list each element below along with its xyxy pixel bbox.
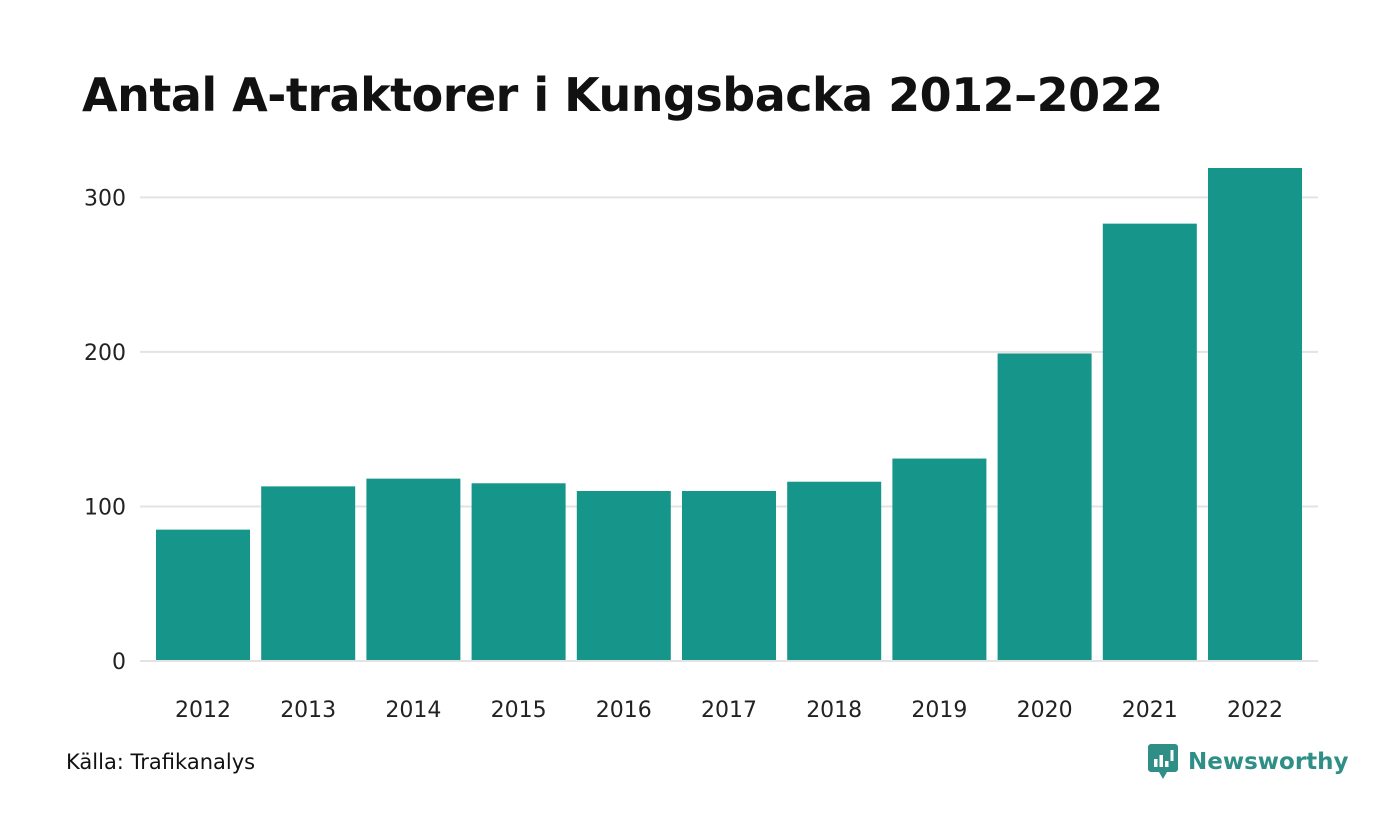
source-note: Källa: Trafikanalys — [66, 750, 256, 774]
bar-2015 — [471, 483, 566, 661]
y-tick-label: 200 — [84, 341, 126, 366]
x-tick-label: 2020 — [1017, 698, 1073, 723]
newsworthy-logo-icon — [1148, 744, 1178, 779]
bar-2012 — [156, 529, 250, 661]
x-tick-label: 2012 — [175, 698, 231, 723]
bar-2017 — [682, 491, 776, 661]
bar-2019 — [892, 458, 987, 661]
chart-title: Antal A-traktorer i Kungsbacka 2012–2022 — [82, 68, 1163, 122]
bars — [140, 168, 1318, 662]
x-axis-tick-labels: 2012 2013 2014 2015 2016 2017 2018 2019 2020 2021… — [175, 698, 1283, 723]
bar-2016 — [576, 491, 671, 661]
bar-2018 — [787, 481, 882, 661]
x-tick-label: 2014 — [385, 698, 441, 723]
x-tick-label: 2016 — [596, 698, 652, 723]
bar-2020 — [997, 353, 1092, 661]
y-axis-tick-labels: 0 100 200 300 — [84, 186, 126, 675]
y-tick-label: 300 — [84, 186, 126, 211]
x-tick-label: 2021 — [1122, 698, 1178, 723]
x-tick-label: 2015 — [491, 698, 547, 723]
bar-2014 — [366, 478, 461, 661]
brand-name: Newsworthy — [1188, 749, 1349, 775]
x-tick-label: 2019 — [911, 698, 967, 723]
x-tick-label: 2022 — [1227, 698, 1283, 723]
bar-2013 — [261, 486, 356, 661]
x-tick-label: 2013 — [280, 698, 336, 723]
y-tick-label: 100 — [84, 495, 126, 520]
bar-2022 — [1208, 168, 1302, 661]
y-tick-label: 0 — [112, 650, 126, 675]
newsworthy-logo: Newsworthy — [1148, 744, 1349, 780]
x-tick-label: 2018 — [806, 698, 862, 723]
bar-2021 — [1102, 223, 1197, 662]
x-tick-label: 2017 — [701, 698, 757, 723]
